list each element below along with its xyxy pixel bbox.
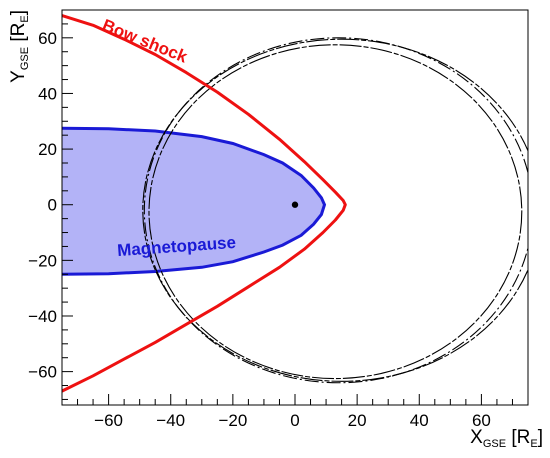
- y-tick-label: 40: [38, 84, 57, 103]
- y-axis-label: YGSE [RE]: [8, 10, 31, 83]
- orbit-trace: [148, 44, 523, 380]
- magnetopause-fill: [62, 128, 325, 275]
- x-tick-label: 40: [410, 411, 429, 430]
- x-tick-label: −20: [218, 411, 247, 430]
- y-tick-label: 0: [48, 196, 57, 215]
- axis-ticks: [61, 9, 529, 405]
- plot-area: [62, 14, 528, 393]
- x-tick-label: 20: [348, 411, 367, 430]
- orbit-trace: [142, 38, 528, 382]
- tick-labels: −60 −40 −20 0 20 40 60 −60 −40 −20 0 20 40 60: [28, 29, 491, 430]
- y-tick-label: 20: [38, 140, 57, 159]
- y-tick-label: −60: [28, 363, 57, 382]
- x-tick-label: −40: [156, 411, 185, 430]
- y-axis-label-group: YGSE [RE]: [8, 10, 31, 83]
- bow-shock-line: [62, 14, 347, 393]
- x-tick-label: 60: [472, 411, 491, 430]
- magnetopause-line: [62, 126, 327, 276]
- x-tick-label: 0: [290, 411, 299, 430]
- x-tick-label: −60: [94, 411, 123, 430]
- y-tick-label: 60: [38, 29, 57, 48]
- earth-marker: [291, 201, 299, 208]
- y-tick-label: −40: [28, 307, 57, 326]
- x-axis-label: XGSE [RE]: [470, 427, 543, 450]
- y-tick-label: −20: [28, 251, 57, 270]
- orbit-trace: [143, 37, 528, 384]
